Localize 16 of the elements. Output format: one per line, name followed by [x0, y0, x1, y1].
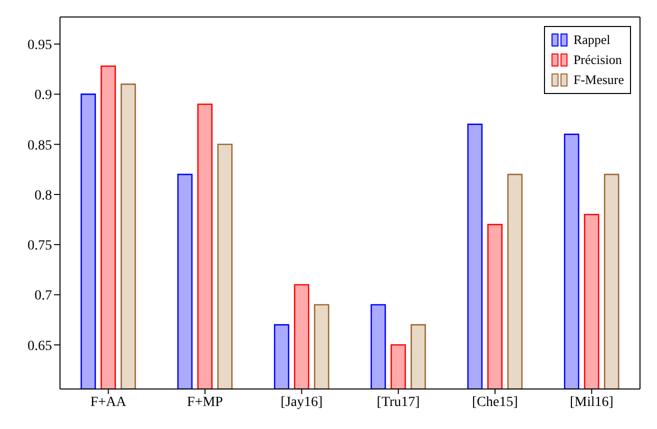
y-tick-label: 0.9: [34, 88, 52, 104]
x-tick-label: [Mil16]: [570, 394, 614, 410]
x-tick-label: [Jay16]: [280, 394, 323, 410]
legend-label: Précision: [573, 52, 622, 68]
legend-label: F-Mesure: [573, 72, 624, 88]
x-tick-label: F+MP: [187, 394, 224, 410]
x-tick-label: [Tru17]: [376, 394, 420, 410]
legend-label: Rappel: [573, 32, 610, 48]
x-tick-label: F+AA: [90, 394, 128, 410]
y-tick-label: 0.75: [28, 238, 52, 254]
y-tick-label: 0.95: [28, 38, 52, 54]
y-tick-label: 0.7: [34, 288, 52, 304]
x-tick-label: [Che15]: [472, 394, 518, 410]
y-tick-label: 0.8: [34, 188, 52, 204]
y-tick-label: 0.65: [28, 338, 52, 354]
y-tick-label: 0.85: [28, 138, 52, 154]
